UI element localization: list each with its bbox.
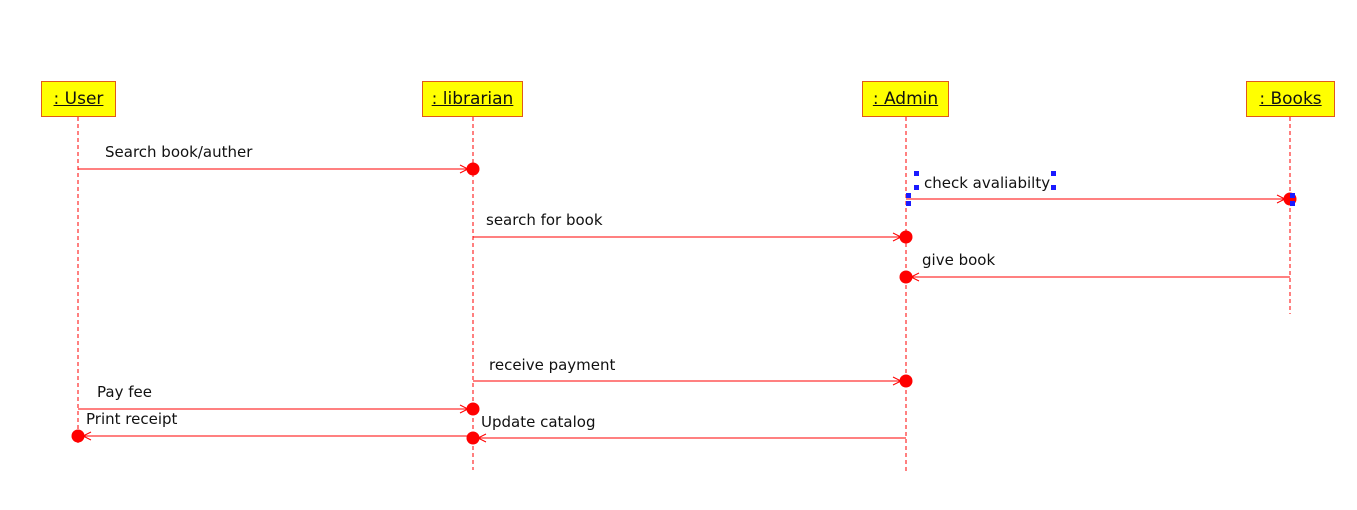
message-endpoint-m7	[71, 429, 85, 443]
lifeline-user-label: : User	[53, 89, 104, 109]
selection-handle[interactable]	[1051, 171, 1056, 176]
lifeline-books-label: : Books	[1259, 89, 1322, 109]
message-label-check-availability[interactable]: check avaliabilty	[924, 174, 1051, 192]
selection-handle[interactable]	[1290, 201, 1295, 206]
message-label-receive-payment[interactable]: receive payment	[489, 356, 616, 374]
lifeline-librarian[interactable]: : librarian	[422, 81, 523, 117]
selection-handle[interactable]	[1290, 193, 1295, 198]
message-label-search-book[interactable]: Search book/auther	[105, 143, 253, 161]
lifeline-user[interactable]: : User	[41, 81, 116, 117]
message-label-give-book[interactable]: give book	[922, 251, 996, 269]
lifeline-librarian-label: : librarian	[431, 89, 514, 109]
lifeline-books[interactable]: : Books	[1246, 81, 1335, 117]
selection-handle[interactable]	[906, 193, 911, 198]
message-endpoint-m8	[466, 431, 480, 445]
selection-handle[interactable]	[1051, 185, 1056, 190]
message-endpoint-m1	[466, 162, 480, 176]
message-label-print-receipt[interactable]: Print receipt	[86, 410, 178, 428]
selection-handle[interactable]	[914, 185, 919, 190]
message-label-pay-fee[interactable]: Pay fee	[97, 383, 152, 401]
message-endpoint-m6	[466, 402, 480, 416]
lifeline-admin-label: : Admin	[872, 89, 939, 109]
selection-handle[interactable]	[914, 171, 919, 176]
message-endpoint-m4	[899, 270, 913, 284]
message-endpoint-m3	[899, 230, 913, 244]
message-label-search-for-book[interactable]: search for book	[486, 211, 603, 229]
message-label-update-catalog[interactable]: Update catalog	[481, 413, 596, 431]
selection-handle[interactable]	[906, 201, 911, 206]
message-endpoint-m5	[899, 374, 913, 388]
lifeline-admin[interactable]: : Admin	[862, 81, 949, 117]
